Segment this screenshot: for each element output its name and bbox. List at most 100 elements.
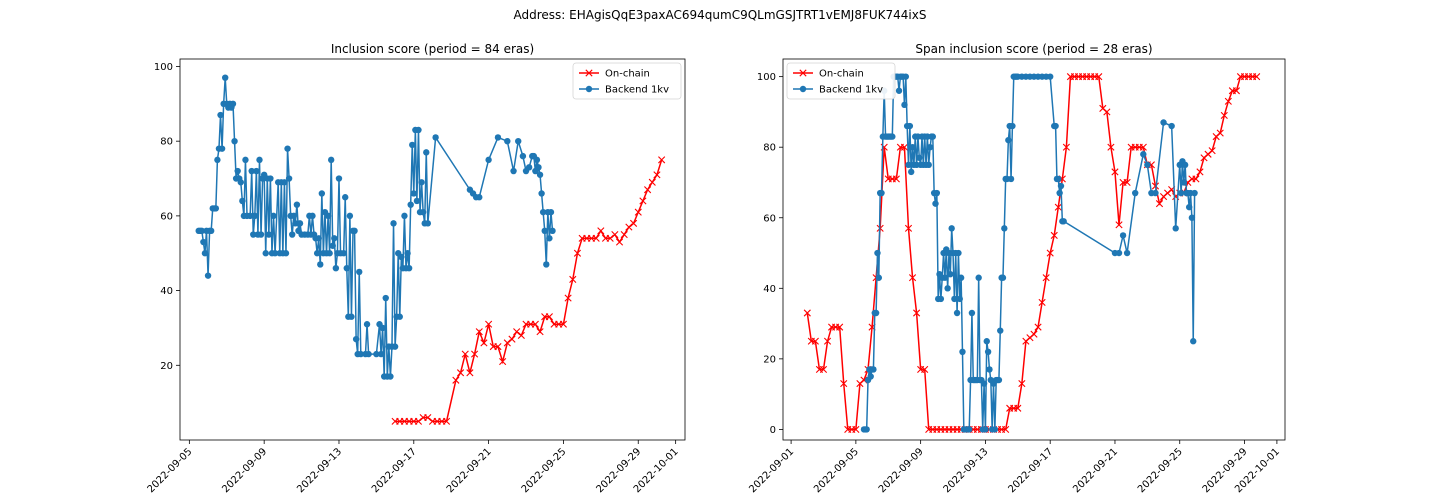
data-point (644, 186, 652, 194)
data-point (1123, 178, 1131, 187)
data-point (1046, 73, 1054, 80)
data-point (257, 231, 265, 238)
data-point (1191, 189, 1198, 197)
data-point (396, 313, 403, 320)
y-tick-label: 100 (154, 62, 173, 73)
x-tick-label: 2022-09-25 (1136, 446, 1185, 495)
data-point (852, 425, 860, 434)
data-point (959, 348, 966, 356)
data-point (414, 417, 423, 425)
data-point (387, 373, 394, 380)
data-point (401, 212, 408, 220)
data-point (547, 208, 555, 216)
data-point (991, 426, 999, 433)
data-point (1196, 168, 1204, 176)
series-line (395, 159, 663, 423)
data-point (432, 134, 439, 141)
data-point (324, 212, 332, 220)
data-point (466, 369, 474, 377)
data-point (242, 156, 249, 164)
data-point (218, 145, 226, 152)
data-point (296, 220, 304, 227)
data-point (892, 175, 900, 183)
data-point (1018, 379, 1026, 388)
x-tick-label: 2022-09-13 (942, 446, 991, 495)
x-tick-label: 2022-09-21 (1071, 446, 1120, 495)
data-point (1253, 73, 1261, 81)
data-point (475, 328, 483, 336)
data-point (573, 249, 582, 257)
data-point (1002, 425, 1010, 434)
data-point (531, 320, 539, 328)
data-point (357, 350, 365, 358)
data-point (1038, 298, 1046, 307)
data-point (811, 337, 819, 345)
data-point (874, 249, 881, 257)
data-point (536, 328, 544, 336)
data-point (926, 143, 934, 151)
data-point (592, 234, 600, 242)
data-point (270, 212, 277, 220)
data-point (803, 309, 811, 317)
data-point (597, 227, 605, 235)
data-point (966, 426, 973, 433)
data-point (1042, 274, 1050, 282)
data-point (569, 275, 577, 283)
data-point (543, 261, 550, 268)
data-point (348, 313, 355, 320)
data-point (423, 149, 430, 156)
data-point (1168, 122, 1175, 130)
data-point (1224, 97, 1232, 105)
data-point (1111, 168, 1119, 176)
data-point (878, 189, 885, 197)
data-point (947, 270, 954, 278)
data-point (239, 197, 246, 205)
data-point (377, 350, 385, 358)
data-point (944, 285, 951, 292)
data-point (1014, 404, 1022, 412)
legend-box (572, 62, 682, 100)
data-point (318, 190, 326, 197)
data-point (953, 309, 961, 317)
data-point (984, 348, 992, 356)
data-point (863, 426, 870, 433)
data-point (290, 212, 297, 220)
data-point (1057, 182, 1065, 190)
data-point (313, 250, 321, 257)
data-point (908, 274, 917, 282)
data-point (867, 373, 874, 380)
data-point (309, 212, 316, 220)
data-point (916, 154, 923, 161)
data-point (201, 250, 209, 257)
data-point (1232, 87, 1241, 95)
data-point (315, 235, 322, 242)
data-point (413, 197, 421, 205)
data-point (234, 167, 241, 175)
data-point (956, 295, 963, 303)
data-point (515, 137, 522, 145)
data-point (419, 208, 427, 216)
data-point (237, 179, 244, 186)
data-point (229, 100, 237, 108)
data-point (658, 156, 666, 164)
data-point (293, 201, 301, 208)
data-point (925, 161, 932, 169)
figure-title: Address: EHAgisQqE3paxAC694qumC9QLmGSJTR… (513, 8, 927, 22)
data-point (1115, 249, 1123, 257)
legend-marker (799, 69, 807, 77)
data-point (1144, 161, 1151, 169)
data-point (539, 208, 547, 216)
y-tick-label: 40 (763, 284, 776, 295)
data-point (382, 294, 389, 302)
data-point (326, 250, 333, 257)
data-point (1160, 119, 1167, 126)
data-point (246, 212, 254, 220)
data-point (346, 212, 354, 220)
data-point (407, 201, 414, 208)
data-point (456, 369, 465, 377)
data-point (204, 272, 212, 279)
legend: On-chain Backend 1kv (572, 62, 682, 100)
data-point (948, 225, 955, 232)
data-point (533, 156, 541, 164)
data-point (329, 242, 336, 249)
